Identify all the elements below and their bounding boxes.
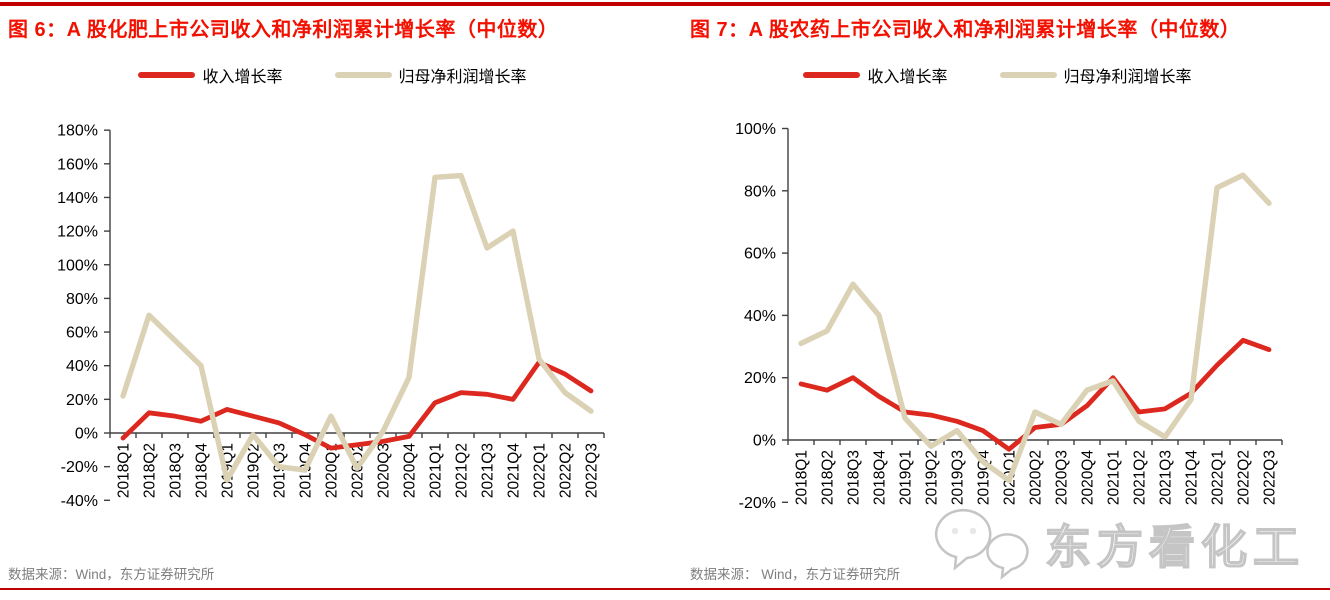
line-chart-pesticide: 100% 80% 60% 40% 20% 0% -20% 2018Q1 2018Q2 2018Q3… — [735, 121, 1283, 512]
svg-text:2022Q3: 2022Q3 — [1262, 450, 1279, 505]
svg-text:180%: 180% — [57, 123, 98, 140]
svg-text:2022Q2: 2022Q2 — [558, 443, 575, 498]
svg-text:20%: 20% — [744, 370, 776, 387]
svg-text:2018Q1: 2018Q1 — [116, 443, 133, 498]
svg-text:2019Q2: 2019Q2 — [246, 443, 263, 498]
svg-text:2020Q3: 2020Q3 — [376, 443, 393, 498]
svg-text:100%: 100% — [735, 121, 776, 138]
legend-item-netprofit: 归母净利润增长率 — [334, 63, 527, 87]
svg-text:2019Q1: 2019Q1 — [898, 450, 915, 505]
figure-title: 图 6：A 股化肥上市公司收入和净利润累计增长率（中位数） — [8, 19, 559, 41]
svg-text:2022Q1: 2022Q1 — [1210, 450, 1227, 505]
figure-pesticide: 图 7：A 股农药上市公司收入和净利润累计增长率（中位数） 收入增长率 归母净利… — [665, 0, 1330, 600]
svg-text:2021Q4: 2021Q4 — [1184, 450, 1201, 506]
svg-text:2020Q2: 2020Q2 — [1028, 450, 1045, 505]
svg-text:60%: 60% — [744, 246, 776, 263]
svg-text:2018Q4: 2018Q4 — [194, 443, 211, 499]
svg-text:0%: 0% — [753, 433, 776, 450]
svg-text:2021Q2: 2021Q2 — [1132, 450, 1149, 505]
netprofit-line-swatch — [334, 72, 392, 78]
svg-text:0%: 0% — [75, 426, 98, 443]
svg-text:2021Q1: 2021Q1 — [1106, 450, 1123, 505]
svg-text:140%: 140% — [57, 190, 98, 207]
revenue-line-swatch — [138, 72, 196, 78]
svg-text:-20%: -20% — [739, 495, 776, 512]
svg-text:2018Q4: 2018Q4 — [872, 450, 889, 506]
svg-text:2018Q3: 2018Q3 — [846, 450, 863, 505]
bottom-red-rule — [0, 588, 1330, 590]
legend-item-netprofit: 归母净利润增长率 — [999, 63, 1192, 87]
svg-text:20%: 20% — [66, 392, 98, 409]
figure-title: 图 7：A 股农药上市公司收入和净利润累计增长率（中位数） — [690, 19, 1241, 41]
svg-text:2022Q3: 2022Q3 — [584, 443, 601, 498]
legend-label: 归母净利润增长率 — [1063, 69, 1192, 86]
svg-text:2018Q1: 2018Q1 — [794, 450, 811, 505]
svg-text:2021Q1: 2021Q1 — [428, 443, 445, 498]
top-red-rule — [0, 2, 1330, 6]
svg-text:2022Q1: 2022Q1 — [532, 443, 549, 498]
legend-label: 归母净利润增长率 — [398, 69, 527, 86]
svg-text:80%: 80% — [744, 183, 776, 200]
svg-text:2020Q4: 2020Q4 — [402, 443, 419, 499]
netprofit-line-swatch — [999, 72, 1057, 78]
svg-text:2019Q3: 2019Q3 — [272, 443, 289, 498]
source-note: 数据来源：Wind，东方证券研究所 — [8, 567, 215, 582]
legend: 收入增长率 归母净利润增长率 — [0, 63, 665, 87]
legend-item-revenue: 收入增长率 — [138, 63, 283, 87]
svg-text:2018Q2: 2018Q2 — [142, 443, 159, 498]
svg-text:2020Q3: 2020Q3 — [1054, 450, 1071, 505]
figure-fertilizer: 图 6：A 股化肥上市公司收入和净利润累计增长率（中位数） 收入增长率 归母净利… — [0, 19, 665, 582]
svg-text:100%: 100% — [57, 257, 98, 274]
svg-text:2022Q2: 2022Q2 — [1236, 450, 1253, 505]
svg-text:2020Q1: 2020Q1 — [324, 443, 341, 498]
line-chart-fertilizer: 180% 160% 140% 120% 100% 80% 60% 40% 20% 0% -20% -4… — [57, 123, 605, 510]
svg-text:40%: 40% — [66, 358, 98, 375]
svg-text:2021Q3: 2021Q3 — [1158, 450, 1175, 505]
svg-text:40%: 40% — [744, 308, 776, 325]
svg-text:2020Q4: 2020Q4 — [1080, 450, 1097, 506]
svg-text:2021Q2: 2021Q2 — [454, 443, 471, 498]
svg-text:2018Q2: 2018Q2 — [820, 450, 837, 505]
svg-text:2019Q2: 2019Q2 — [924, 450, 941, 505]
svg-text:80%: 80% — [66, 291, 98, 308]
svg-text:2019Q3: 2019Q3 — [950, 450, 967, 505]
svg-text:2021Q4: 2021Q4 — [506, 443, 523, 499]
svg-text:120%: 120% — [57, 224, 98, 241]
svg-text:2021Q3: 2021Q3 — [480, 443, 497, 498]
revenue-line-swatch — [803, 72, 861, 78]
svg-text:60%: 60% — [66, 325, 98, 342]
legend-label: 收入增长率 — [867, 69, 948, 86]
svg-text:160%: 160% — [57, 156, 98, 173]
legend: 收入增长率 归母净利润增长率 — [665, 63, 1330, 87]
legend-item-revenue: 收入增长率 — [803, 63, 948, 87]
source-note: 数据来源： Wind，东方证券研究所 — [690, 567, 901, 582]
svg-text:-20%: -20% — [61, 459, 98, 476]
svg-text:-40%: -40% — [61, 493, 98, 510]
legend-label: 收入增长率 — [202, 69, 283, 86]
svg-text:2018Q3: 2018Q3 — [168, 443, 185, 498]
